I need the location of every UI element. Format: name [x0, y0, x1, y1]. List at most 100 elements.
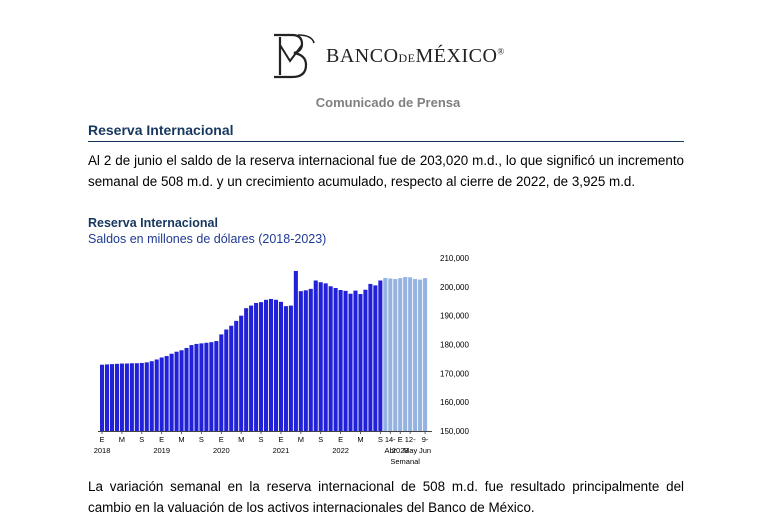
monthly-bar — [189, 345, 194, 431]
y-tick-label: 170,000 — [440, 369, 469, 378]
monthly-bar — [209, 342, 214, 431]
monthly-bar — [169, 353, 174, 431]
month-tick-label: S — [378, 435, 383, 444]
week-month-label: Jun — [419, 446, 431, 455]
month-tick-label: E — [219, 435, 224, 444]
month-tick-label: E — [159, 435, 164, 444]
year-label: 2021 — [273, 446, 290, 455]
monthly-bar — [214, 341, 219, 431]
monthly-bar — [363, 289, 368, 431]
year-label: 2019 — [153, 446, 170, 455]
monthly-bar — [328, 286, 333, 431]
weekly-bar — [398, 278, 403, 431]
monthly-bar — [353, 290, 358, 431]
monthly-bar — [224, 329, 229, 431]
monthly-bar — [244, 308, 249, 431]
bank-name: BANCODEMÉXICO® — [326, 44, 505, 67]
week-tick-label: 14- — [385, 435, 396, 444]
monthly-bar — [323, 283, 328, 431]
weekly-bar — [393, 279, 398, 431]
week-tick-label: 12- — [405, 435, 416, 444]
y-tick-label: 200,000 — [440, 283, 469, 292]
monthly-bar — [298, 291, 303, 431]
monthly-bar — [264, 299, 269, 431]
month-tick-label: E — [398, 435, 403, 444]
monthly-bar — [249, 305, 254, 431]
bank-logo: BANCODEMÉXICO® — [268, 30, 505, 82]
monthly-bar — [149, 361, 154, 431]
year-label: 2020 — [213, 446, 230, 455]
weekly-bar — [383, 277, 388, 431]
section-title: Reserva Internacional — [88, 122, 234, 138]
y-tick-label: 190,000 — [440, 312, 469, 321]
monthly-bar — [358, 294, 363, 431]
banxico-monogram-icon — [274, 33, 315, 79]
month-tick-label: S — [318, 435, 323, 444]
year-label: 2018 — [94, 446, 111, 455]
month-tick-label: M — [298, 435, 304, 444]
monthly-bar — [308, 288, 313, 431]
week-tick-label: 9- — [422, 435, 429, 444]
press-release-label: Comunicado de Prensa — [315, 95, 461, 110]
monthly-bar — [164, 356, 169, 431]
monthly-bar — [184, 347, 189, 431]
monthly-bar — [139, 362, 144, 431]
monthly-bar — [313, 280, 318, 431]
monthly-bar — [119, 363, 124, 431]
monthly-bar — [343, 290, 348, 431]
monthly-bar — [239, 315, 244, 431]
paragraph-explanation: La variación semanal en la reserva inter… — [88, 479, 684, 515]
month-tick-label: M — [119, 435, 125, 444]
week-month-label: May — [403, 446, 417, 455]
y-tick-label: 180,000 — [440, 341, 469, 350]
weekly-bar — [413, 279, 418, 431]
monthly-bar — [278, 301, 283, 431]
monthly-bar — [338, 290, 343, 431]
weekly-bar — [408, 277, 413, 431]
month-tick-label: S — [199, 435, 204, 444]
monthly-bar — [114, 363, 119, 431]
monthly-bar — [368, 283, 373, 431]
reserve-bar-chart: 150,000 160,000 170,000 180,000 190,000 200,0… — [94, 254, 470, 466]
weekly-caption: Semanal — [390, 457, 420, 466]
month-tick-label: E — [278, 435, 283, 444]
year-label: 2022 — [332, 446, 349, 455]
week-month-label: Abr — [384, 446, 396, 455]
monthly-bar — [204, 342, 209, 431]
y-tick-label: 210,000 — [440, 254, 469, 263]
month-tick-label: E — [100, 435, 105, 444]
monthly-bar — [159, 357, 164, 431]
month-tick-label: E — [338, 435, 343, 444]
monthly-bar — [109, 364, 115, 431]
section-divider — [88, 141, 684, 142]
monthly-bar — [154, 359, 159, 431]
paragraph-summary: Al 2 de junio el saldo de la reserva int… — [88, 153, 684, 189]
monthly-bar — [348, 293, 353, 431]
monthly-bar — [194, 343, 199, 431]
chart-subtitle: Saldos en millones de dólares (2018-2023… — [88, 232, 327, 246]
monthly-bar — [283, 306, 288, 431]
monthly-bar — [288, 305, 293, 431]
monthly-bar — [293, 270, 298, 431]
y-tick-label: 160,000 — [440, 398, 469, 407]
monthly-bar — [144, 362, 149, 431]
year-label: 2023 — [392, 446, 409, 455]
weekly-bar — [388, 278, 393, 431]
monthly-bar — [303, 290, 308, 431]
month-tick-label: S — [259, 435, 264, 444]
month-tick-label: S — [139, 435, 144, 444]
monthly-bar — [254, 302, 259, 431]
chart-title: Reserva Internacional — [88, 216, 218, 230]
monthly-bar — [318, 282, 323, 431]
y-tick-label: 150,000 — [440, 427, 469, 436]
weekly-bar — [423, 278, 428, 431]
monthly-bar — [129, 363, 134, 431]
month-tick-label: M — [357, 435, 363, 444]
monthly-bar — [234, 320, 239, 431]
weekly-bar — [418, 279, 423, 431]
monthly-bar — [104, 364, 110, 431]
monthly-bar — [174, 351, 179, 431]
monthly-bar — [179, 350, 184, 431]
monthly-bar — [259, 302, 264, 431]
monthly-bar — [333, 287, 338, 431]
